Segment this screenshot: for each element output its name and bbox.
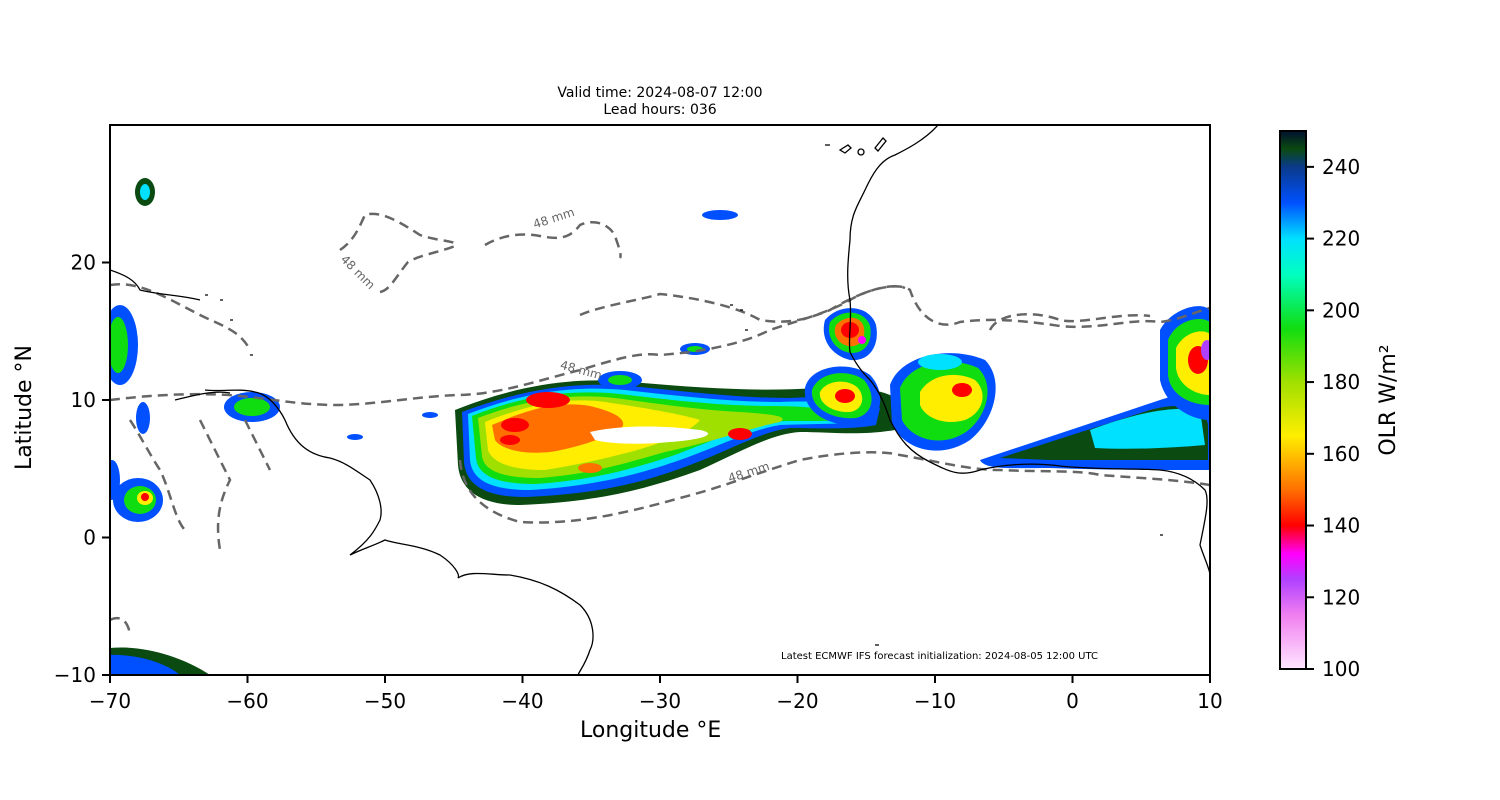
colorbar-frame [1279,130,1307,670]
precip-contour-south-west [110,616,132,636]
olr-east-band [980,306,1210,470]
precip-contour-main [110,285,1210,407]
colorbar: 100 120 140 160 180 200 220 240 OLR W/m² [1279,130,1401,681]
colorbar-tick-label: 100 [1322,657,1360,681]
colorbar-tick-label: 180 [1322,370,1360,394]
precip-contour-west-2 [128,419,186,531]
colorbar-tick-label: 220 [1322,227,1360,251]
precip-contours [110,212,1210,636]
x-tick-label: −60 [226,689,268,713]
colorbar-label: OLR W/m² [1376,344,1401,455]
colorbar-tick-label: 200 [1322,298,1360,322]
coastline-islands [205,137,1163,646]
precip-contour-west-4 [243,419,272,471]
forecast-init-note: Latest ECMWF IFS forecast initialization… [781,651,1098,662]
olr-cell-guinea [804,366,881,426]
y-tick-label: −10 [54,663,96,687]
precip-contour-sahara [579,285,906,323]
olr-cells-west [110,178,738,675]
colorbar-tick-label: 120 [1322,585,1360,609]
colorbar-tick-label: 160 [1322,442,1360,466]
colorbar-tick-label: 140 [1322,514,1360,538]
title-valid-time: Valid time: 2024-08-07 12:00 [557,85,763,101]
precip-contour-west-1 [110,282,252,351]
x-tick-label: −30 [639,689,681,713]
colorbar-tick-label: 240 [1322,155,1360,179]
y-axis: −10 0 10 20 [54,251,110,687]
x-tick-label: −10 [914,689,956,713]
x-tick-label: 0 [1066,689,1079,713]
olr-cell-sahel [890,353,996,451]
x-tick-label: −70 [89,689,131,713]
precip-contour-east-box [988,313,1151,331]
x-axis: −70 −60 −50 −40 −30 −20 −10 0 10 [89,675,1223,713]
y-axis-label: Latitude °N [12,345,37,470]
y-tick-label: 10 [71,388,96,412]
coastline-venezuela [174,391,231,401]
y-tick-label: 20 [71,251,96,275]
coastlines [110,125,1210,675]
precip-contour-north-2 [484,220,622,259]
x-tick-label: 10 [1197,689,1222,713]
x-tick-label: −40 [501,689,543,713]
x-tick-label: −50 [364,689,406,713]
x-tick-label: −20 [776,689,818,713]
precip-contour-north-1 [339,212,457,294]
y-tick-label: 0 [83,526,96,550]
coastline-africa-west [847,125,1210,576]
coastline-south-america [110,269,594,675]
precip-contour-west-3 [198,419,232,551]
title-lead-hours: Lead hours: 036 [603,102,717,118]
x-axis-label: Longitude °E [580,718,722,743]
precip-contour-south [458,451,1210,524]
colorbar-gradient [1280,131,1306,669]
colorbar-ticks: 100 120 140 160 180 200 220 240 [1306,155,1360,681]
